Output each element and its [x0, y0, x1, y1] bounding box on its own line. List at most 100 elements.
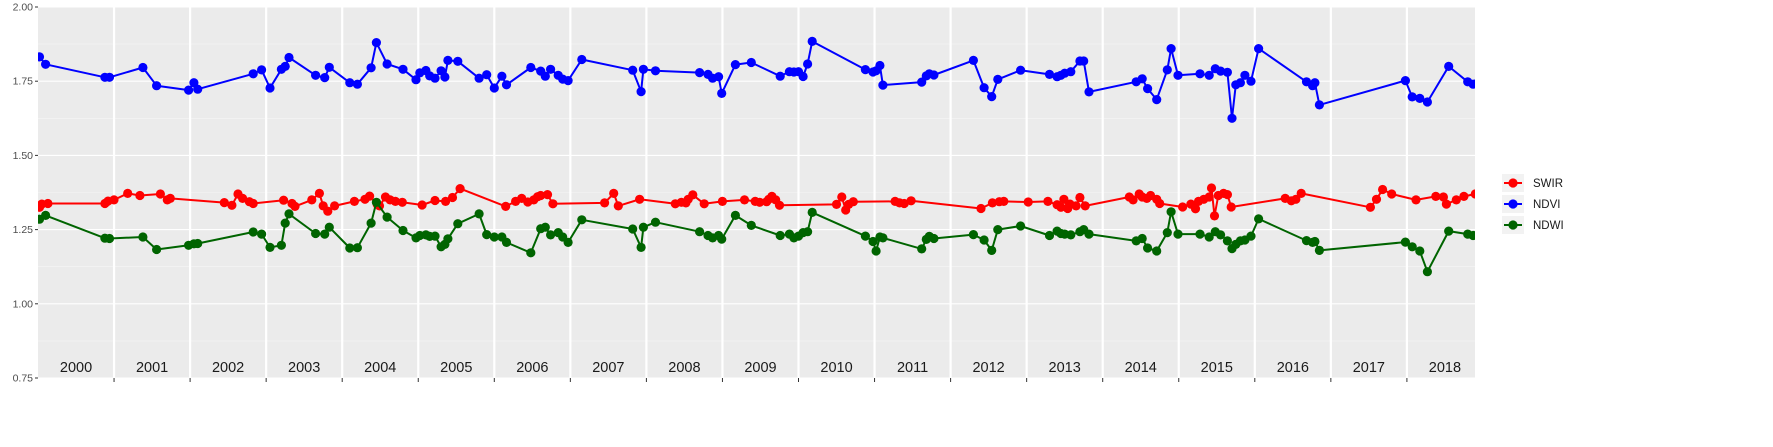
data-point-ndwi	[138, 232, 148, 242]
data-point-swir	[600, 198, 610, 208]
data-point-swir	[755, 197, 765, 207]
data-point-ndwi	[430, 231, 440, 241]
legend-item-swir: SWIR	[1502, 174, 1563, 192]
data-point-ndwi	[1254, 214, 1264, 224]
y-tick-label: 2.00	[13, 2, 34, 14]
data-point-ndwi	[489, 232, 499, 242]
data-point-ndvi	[453, 56, 463, 66]
data-point-ndwi	[1143, 243, 1153, 253]
data-point-swir	[1476, 195, 1485, 204]
data-point-ndvi	[1173, 70, 1183, 80]
data-point-ndwi	[352, 243, 362, 253]
data-point-ndvi	[730, 60, 741, 70]
data-point-ndvi	[714, 72, 724, 82]
year-label: 2006	[516, 360, 548, 376]
year-label: 2014	[1125, 360, 1157, 376]
data-point-ndvi	[807, 36, 817, 47]
data-point-ndvi	[1204, 70, 1214, 80]
data-point-swir	[290, 201, 300, 211]
data-point-ndvi	[1240, 70, 1250, 80]
data-point-ndwi	[1222, 236, 1232, 246]
data-point-ndwi	[371, 197, 381, 207]
data-point-ndwi	[1066, 230, 1076, 240]
legend-label: SWIR	[1533, 178, 1563, 190]
data-point-ndwi	[968, 230, 979, 240]
data-point-swir	[135, 190, 145, 201]
data-point-ndwi	[1195, 229, 1205, 239]
data-point-swir	[999, 196, 1009, 206]
data-point-ndvi	[324, 62, 334, 72]
data-point-ndvi	[366, 63, 376, 73]
data-point-swir	[365, 191, 375, 201]
data-point-ndvi	[501, 80, 512, 90]
data-point-ndvi	[311, 70, 321, 80]
data-point-ndvi	[1235, 78, 1245, 88]
data-point-ndwi	[563, 237, 573, 247]
data-point-ndwi	[482, 230, 492, 240]
data-point-swir	[1441, 199, 1451, 209]
data-point-ndvi	[1162, 65, 1172, 75]
data-point-swir	[976, 203, 986, 214]
data-point-swir	[1470, 189, 1475, 199]
data-point-ndwi	[1482, 240, 1491, 249]
data-point-ndvi	[1084, 87, 1094, 97]
data-point-swir	[430, 195, 440, 206]
data-point-ndvi	[746, 57, 756, 68]
year-label: 2002	[212, 360, 244, 376]
data-point-swir	[774, 200, 785, 210]
data-point-ndwi	[1314, 245, 1324, 255]
data-point-ndwi	[1468, 230, 1475, 241]
data-point-ndwi	[320, 229, 330, 239]
data-point-ndvi	[440, 72, 450, 82]
data-point-swir	[1023, 197, 1033, 207]
data-point-ndwi	[695, 227, 705, 237]
data-point-ndwi	[1310, 236, 1320, 247]
data-point-swir	[1204, 192, 1214, 202]
data-point-ndwi	[1246, 231, 1256, 241]
data-point-swir	[1411, 195, 1421, 205]
y-tick-label: 1.50	[13, 150, 34, 162]
data-point-ndvi	[320, 73, 330, 83]
year-label: 2009	[744, 360, 776, 376]
data-point-ndvi	[526, 62, 536, 73]
data-point-ndwi	[775, 230, 785, 241]
data-point-ndwi	[1152, 246, 1162, 256]
data-point-swir	[219, 198, 229, 208]
data-point-ndvi	[1488, 71, 1497, 80]
data-point-ndwi	[929, 233, 939, 244]
data-point-ndvi	[193, 84, 203, 94]
data-point-ndvi	[1482, 69, 1491, 78]
grid-lines	[38, 6, 1475, 382]
data-point-ndwi	[746, 220, 756, 230]
data-point-ndvi	[257, 65, 267, 75]
year-label: 2000	[60, 360, 92, 376]
data-point-ndwi	[324, 222, 334, 232]
data-point-swir	[1075, 192, 1085, 203]
year-label: 2018	[1429, 360, 1461, 376]
data-point-swir	[43, 198, 53, 209]
data-point-ndwi	[1415, 246, 1425, 256]
data-point-swir	[238, 193, 248, 203]
data-point-swir	[831, 199, 842, 209]
data-point-ndwi	[257, 229, 267, 239]
data-point-ndvi	[993, 74, 1003, 84]
data-point-ndwi	[366, 218, 376, 228]
data-point-swir	[987, 198, 998, 208]
data-point-ndvi	[628, 65, 638, 75]
data-point-swir	[1459, 191, 1469, 201]
data-point-ndwi	[280, 218, 290, 228]
data-point-ndvi	[638, 64, 649, 74]
data-point-swir	[1387, 189, 1397, 199]
y-tick-label: 0.75	[13, 373, 34, 385]
legend-key-point	[1508, 199, 1518, 209]
legend-label: NDVI	[1533, 199, 1560, 211]
data-point-ndwi	[1162, 228, 1172, 238]
data-point-ndvi	[875, 60, 885, 71]
data-point-swir	[227, 200, 237, 210]
data-point-ndwi	[860, 231, 871, 241]
data-point-ndwi	[1016, 221, 1026, 231]
data-point-ndvi	[1422, 97, 1432, 107]
series-swir	[38, 183, 1485, 221]
data-point-ndvi	[1222, 67, 1232, 77]
